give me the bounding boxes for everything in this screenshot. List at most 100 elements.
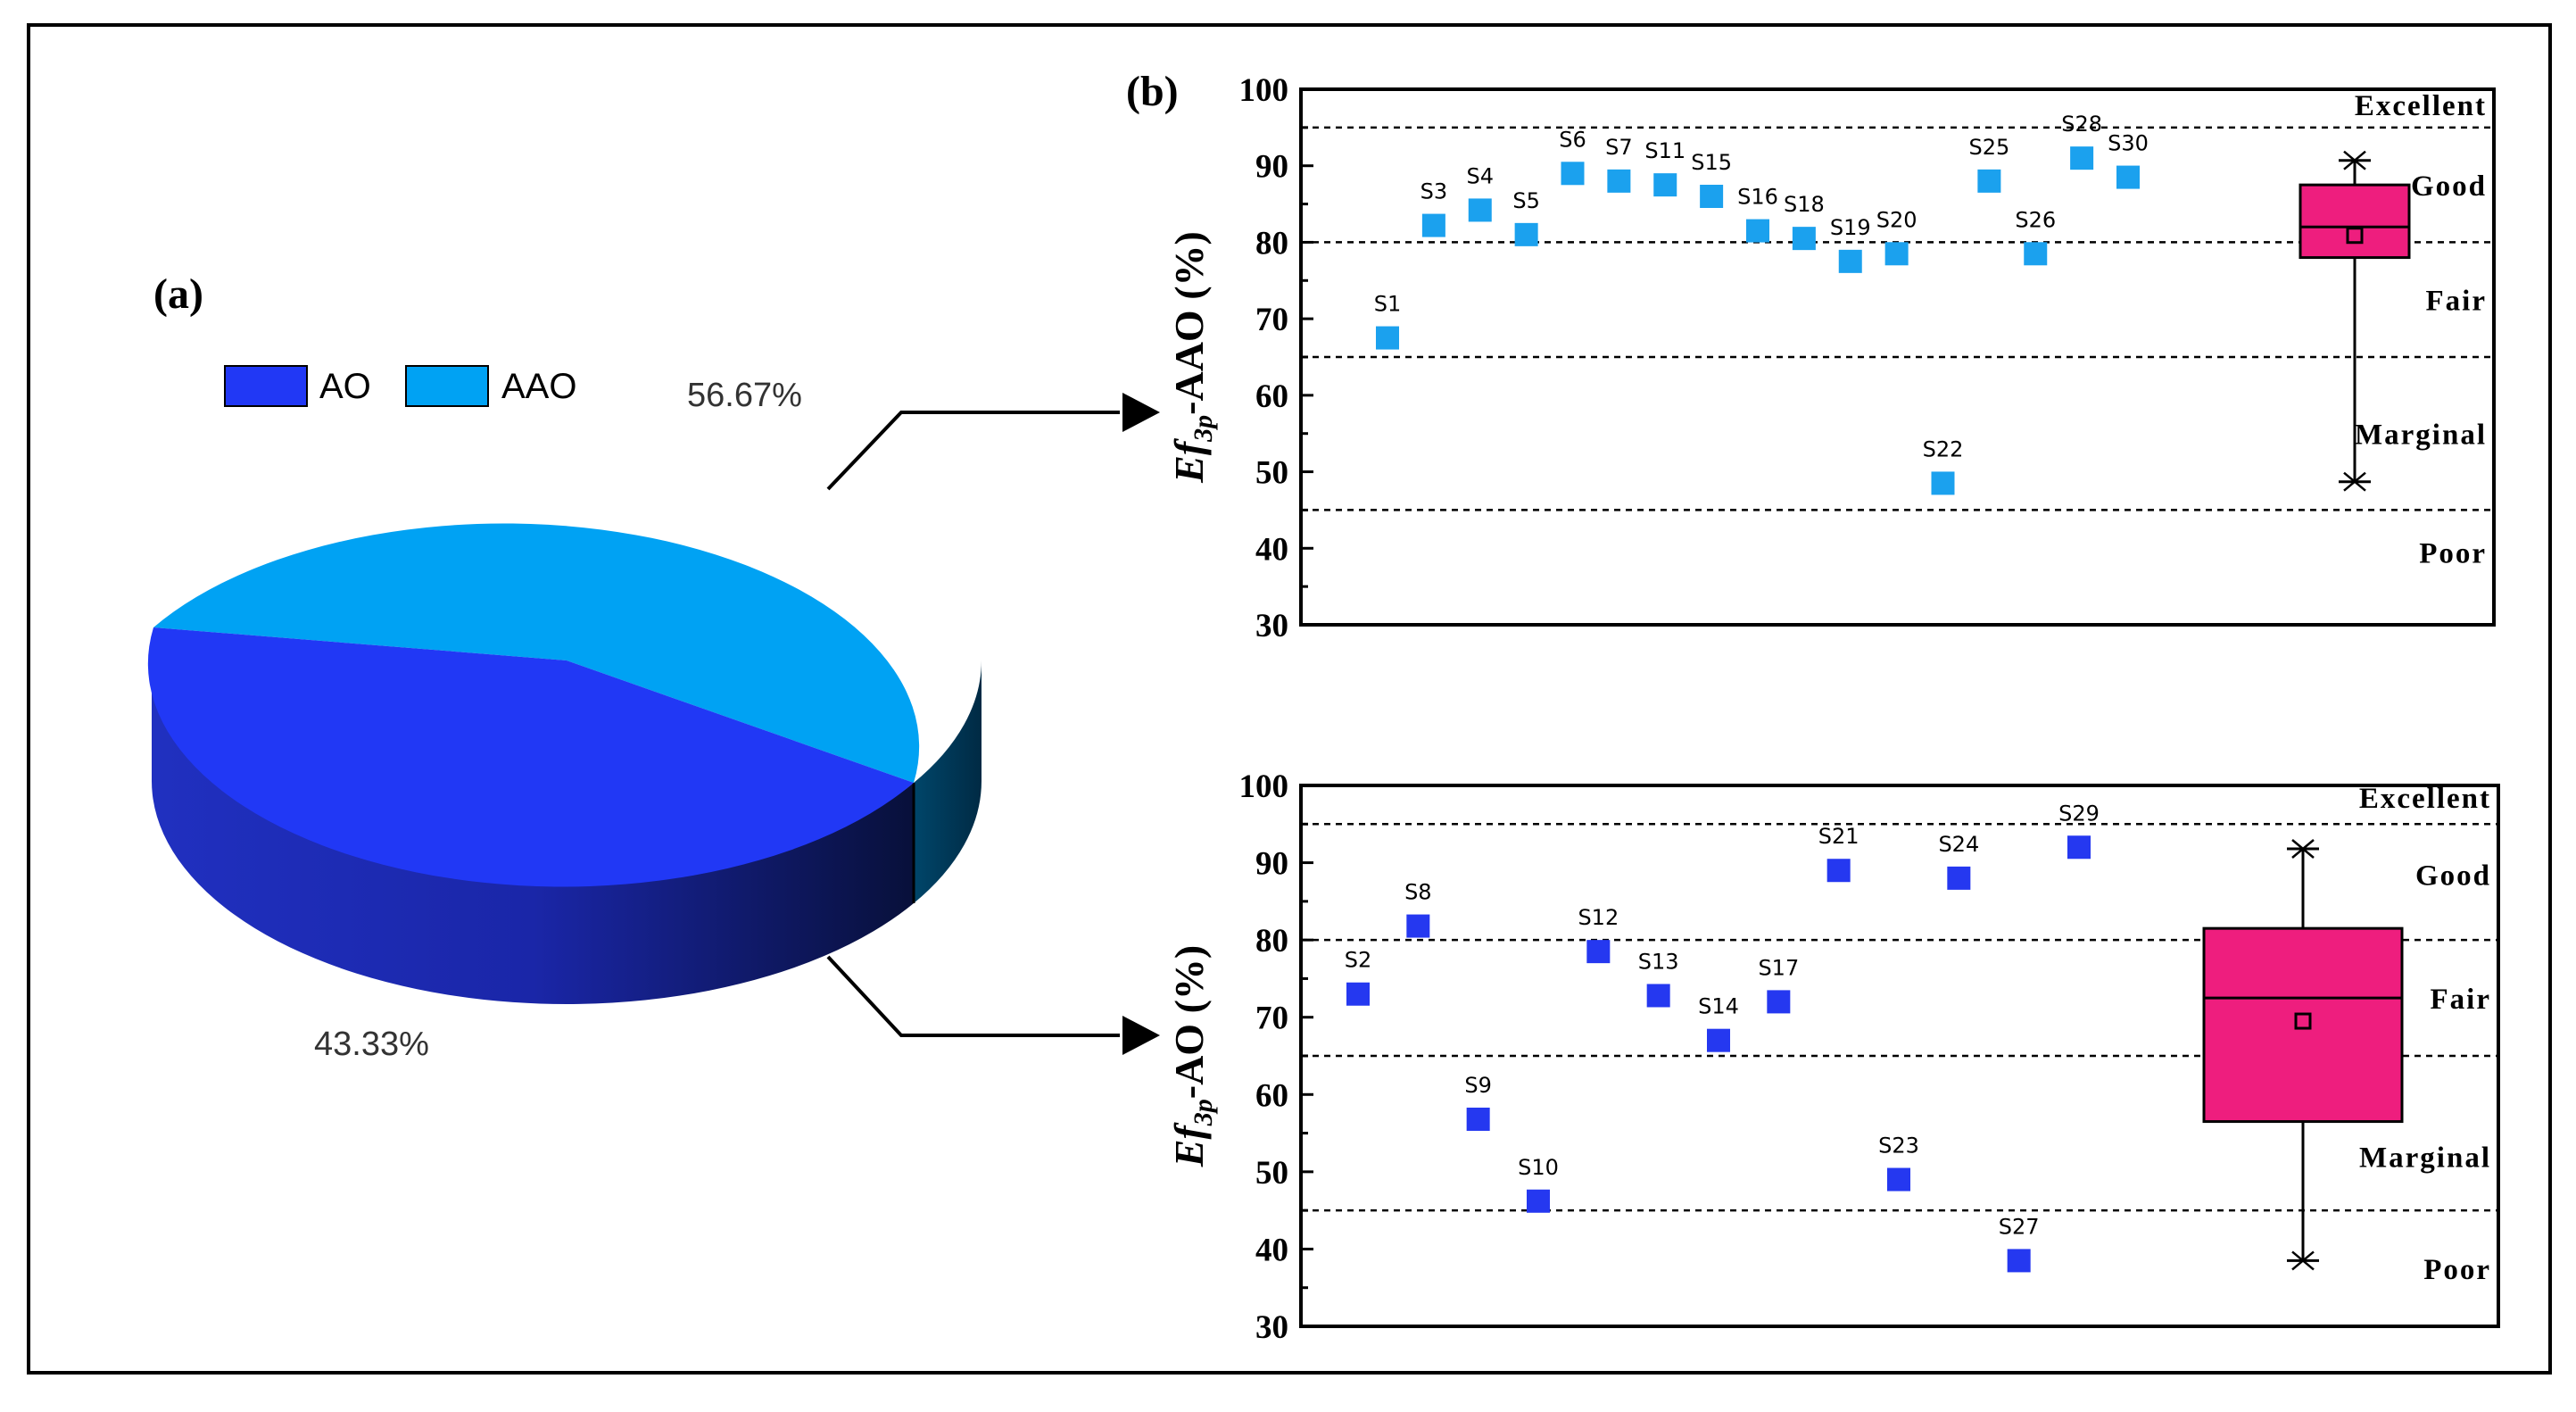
point-label: S30	[2108, 131, 2149, 156]
arrow-ao	[826, 955, 1120, 1037]
y-tick-label: 40	[1255, 1232, 1288, 1268]
y-axis-label: Ef3p-AAO (%)	[1166, 231, 1218, 484]
point-label: S26	[2015, 207, 2056, 232]
y-tick-label: 60	[1255, 378, 1288, 415]
y-tick-label: 50	[1255, 455, 1288, 492]
point-label: S27	[1999, 1214, 2040, 1239]
y-tick-label: 40	[1255, 531, 1288, 568]
data-point	[1792, 227, 1816, 251]
y-tick-label: 70	[1255, 1001, 1288, 1037]
data-point	[1746, 219, 1769, 243]
data-point	[2070, 146, 2094, 170]
point-label: S7	[1605, 135, 1633, 160]
category-label: Marginal	[2355, 419, 2487, 452]
data-point	[1887, 1167, 1910, 1192]
y-axis-label: Ef3p-AO (%)	[1166, 945, 1218, 1167]
legend-label-aao: AAO	[501, 367, 576, 406]
point-label: S18	[1784, 192, 1825, 217]
point-label: S8	[1404, 880, 1432, 905]
data-point	[1607, 169, 1631, 193]
category-label: Excellent	[2359, 783, 2491, 815]
scatter-panel-ao: 30 40 50 60 70 80 90 100 Excellent Good Fair Margin…	[1166, 768, 2500, 1346]
figure-frame	[27, 23, 2552, 1375]
point-label: S9	[1464, 1073, 1492, 1098]
data-point	[2067, 835, 2091, 860]
boxplot-cross	[2343, 150, 2366, 170]
category-label: Fair	[2431, 984, 2491, 1016]
data-point	[2007, 1249, 2031, 1273]
y-tick-label: 60	[1255, 1077, 1288, 1114]
data-point	[1466, 1107, 1490, 1131]
data-point	[1421, 213, 1445, 237]
pie-label-aao: 56.67%	[687, 377, 802, 414]
point-label: S3	[1421, 179, 1448, 204]
arrow-aao	[826, 411, 1120, 491]
data-point	[1826, 859, 1851, 883]
data-point	[1700, 185, 1724, 208]
pie-label-ao: 43.33%	[314, 1026, 429, 1063]
boxplot-cross	[2291, 839, 2315, 859]
pie-slice-ao	[147, 627, 915, 887]
data-point	[1931, 471, 1955, 495]
data-point	[1346, 982, 1370, 1006]
y-tick-label: 100	[1239, 72, 1289, 109]
y-tick-label: 30	[1255, 608, 1288, 644]
point-label: S17	[1758, 955, 1799, 980]
data-point	[1947, 866, 1971, 890]
pie-slice-aao	[153, 523, 920, 783]
point-label: S16	[1737, 185, 1778, 210]
category-label: Good	[2411, 170, 2487, 203]
data-point	[1406, 914, 1430, 938]
point-label: S12	[1578, 905, 1619, 930]
category-label: Poor	[2423, 1254, 2491, 1286]
pie-legend: AO AAO	[224, 365, 576, 407]
panel-b-label: (b)	[1126, 68, 1179, 115]
point-label: S21	[1818, 824, 1860, 849]
point-label: S4	[1466, 163, 1494, 188]
point-label: S24	[1938, 832, 1979, 857]
data-point	[1977, 169, 2001, 193]
y-tick-label: 90	[1255, 846, 1288, 883]
data-point	[2116, 165, 2140, 189]
arrowhead-aao	[1122, 393, 1160, 432]
data-point	[1707, 1028, 1730, 1052]
data-point	[1653, 173, 1677, 197]
point-label: S15	[1691, 150, 1732, 175]
point-label: S22	[1923, 436, 1964, 461]
y-tick-label: 80	[1255, 923, 1288, 959]
legend-label-ao: AO	[319, 367, 371, 406]
pie-side-aao	[914, 660, 982, 903]
point-label: S28	[2061, 112, 2102, 137]
data-point	[1527, 1189, 1550, 1213]
point-label: S19	[1830, 215, 1871, 240]
scatter-panel-aao: 30 40 50 60 70 80 90 100 Excellent Good Fair Margin…	[1166, 72, 2496, 644]
data-point	[1376, 326, 1399, 350]
category-label: Excellent	[2355, 90, 2487, 122]
boxplot-mean	[2346, 227, 2364, 245]
legend-swatch-aao	[405, 365, 489, 407]
y-tick-label: 30	[1255, 1309, 1288, 1346]
point-label: S29	[2058, 801, 2100, 826]
data-point	[1884, 242, 1909, 266]
boxplot-cross	[2291, 1250, 2315, 1271]
boxplot-mean	[2294, 1012, 2312, 1030]
point-label: S25	[1968, 135, 2009, 160]
point-label: S14	[1698, 994, 1739, 1019]
y-tick-label: 70	[1255, 302, 1288, 338]
y-tick-label: 80	[1255, 225, 1288, 262]
data-point	[1586, 940, 1611, 964]
point-label: S11	[1644, 138, 1686, 163]
category-label: Good	[2415, 860, 2491, 893]
data-point	[1561, 162, 1585, 186]
data-point	[1646, 984, 1670, 1008]
boxplot-box	[2202, 926, 2404, 1124]
y-tick-label: 90	[1255, 149, 1288, 186]
boxplot-cross	[2343, 471, 2366, 492]
data-point	[1468, 198, 1492, 222]
point-label: S1	[1374, 292, 1402, 317]
data-point	[1838, 249, 1862, 273]
point-label: S13	[1638, 949, 1679, 974]
point-label: S23	[1878, 1134, 1919, 1159]
point-label: S2	[1345, 948, 1372, 973]
